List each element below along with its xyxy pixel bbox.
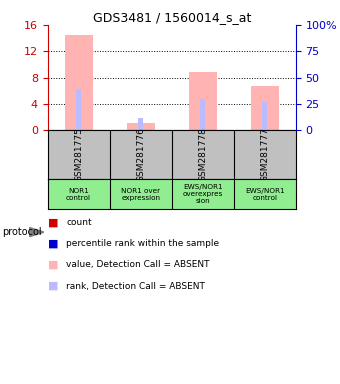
- Text: EWS/NOR1
control: EWS/NOR1 control: [245, 188, 285, 201]
- Bar: [65, 35, 92, 130]
- Text: ■: ■: [48, 281, 58, 291]
- Bar: [127, 123, 155, 130]
- Text: GSM281778: GSM281778: [198, 127, 207, 182]
- Bar: [251, 86, 279, 130]
- Bar: [262, 102, 267, 130]
- Text: GSM281775: GSM281775: [74, 127, 83, 182]
- Bar: [189, 72, 217, 130]
- Bar: [200, 99, 205, 130]
- Title: GDS3481 / 1560014_s_at: GDS3481 / 1560014_s_at: [92, 11, 251, 24]
- Text: NOR1 over
expression: NOR1 over expression: [121, 188, 160, 201]
- Text: NOR1
control: NOR1 control: [66, 188, 91, 201]
- Text: ■: ■: [48, 260, 58, 270]
- Text: EWS/NOR1
overexpres
sion: EWS/NOR1 overexpres sion: [183, 184, 223, 204]
- Text: value, Detection Call = ABSENT: value, Detection Call = ABSENT: [66, 260, 210, 270]
- Bar: [138, 118, 143, 130]
- Text: ■: ■: [48, 218, 58, 228]
- Text: ■: ■: [48, 239, 58, 249]
- Text: protocol: protocol: [2, 227, 41, 237]
- Text: percentile rank within the sample: percentile rank within the sample: [66, 239, 219, 248]
- Text: GSM281776: GSM281776: [136, 127, 145, 182]
- Bar: [76, 89, 81, 130]
- Text: GSM281777: GSM281777: [260, 127, 269, 182]
- Text: count: count: [66, 218, 92, 227]
- Text: rank, Detection Call = ABSENT: rank, Detection Call = ABSENT: [66, 281, 205, 291]
- Polygon shape: [29, 227, 44, 237]
